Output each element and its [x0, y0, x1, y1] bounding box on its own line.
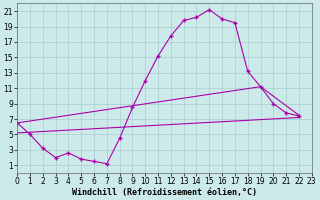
- X-axis label: Windchill (Refroidissement éolien,°C): Windchill (Refroidissement éolien,°C): [72, 188, 257, 197]
